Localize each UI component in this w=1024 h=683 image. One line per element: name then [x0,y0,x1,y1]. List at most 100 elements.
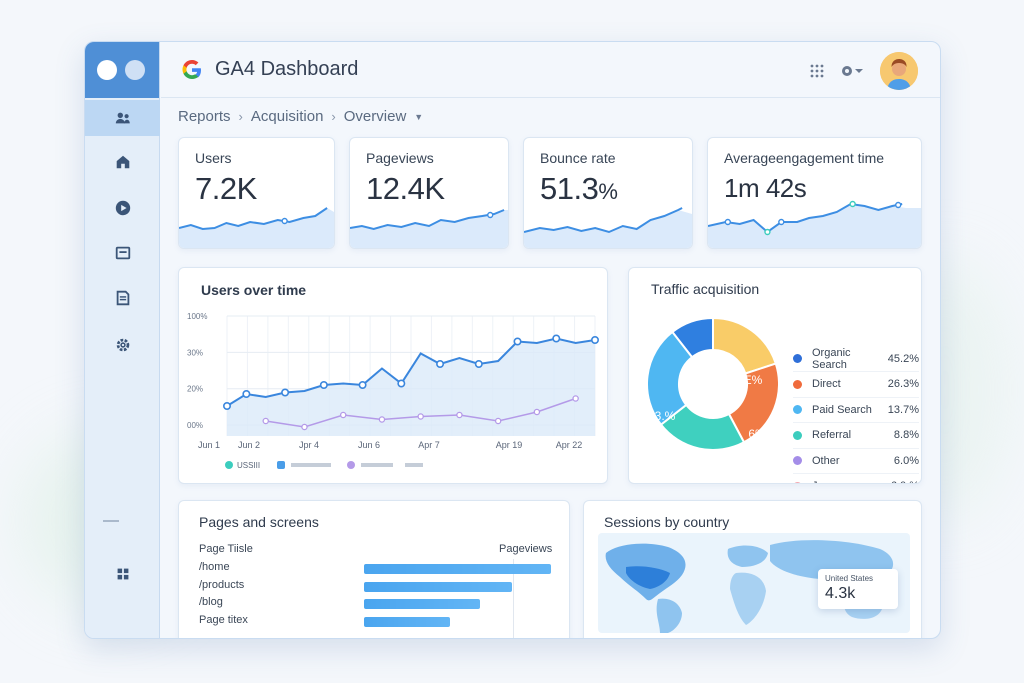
donut-label: 6% [748,427,766,441]
header: GA4 Dashboard [161,42,940,98]
data-point [417,413,424,420]
donut-label: 47% [703,455,727,469]
donut-label: E% [744,373,763,387]
grid-icon [117,568,128,580]
breadcrumb-acquisition[interactable]: Acquisition [250,108,324,125]
breadcrumb-overview[interactable]: Overview [343,108,407,125]
kpi-value: 7.2K [195,171,257,206]
pageviews-bar [364,564,551,574]
kpi-card-bounce-rate[interactable]: Bounce rate 51.3% [523,137,693,249]
sidebar-item-apps[interactable] [85,556,160,592]
pageviews-bar [364,599,480,609]
person-icon [880,52,918,90]
play-circle-icon [115,200,130,216]
x-tick-label: Jun 6 [358,440,380,450]
caret-down-icon[interactable]: ▼ [414,111,424,122]
tooltip-value: 4.3k [825,585,856,602]
y-tick-label: 100% [187,312,207,321]
table-row[interactable]: /products [199,577,554,595]
data-point [572,395,579,402]
column-header-page-title[interactable]: Page Tiisle [199,543,253,555]
page-path[interactable]: /products [199,578,245,591]
kpi-card-engagement-time[interactable]: Averageengagement time 1m 42s [707,137,922,249]
traffic-donut-chart[interactable]: E% 6% 47% 3.% [629,268,922,484]
sidebar [85,42,160,638]
legend-dot-icon [793,405,802,414]
legend-row[interactable]: Referral 8.8% [793,423,919,449]
window-dot-2[interactable] [125,60,145,80]
legend-name: Organic Search [812,346,851,371]
legend-dot-icon [793,379,802,389]
tooltip-country: United States [825,574,874,583]
users-over-time-card: Users over time 100% 30% 20% 00% Jun 1 Jun 2 J… [178,267,608,484]
sessions-by-country-card: Sessions by country United States 4.3k [583,500,922,638]
breadcrumb-reports[interactable]: Reports [178,108,231,125]
card-title: Traffic acquisition [651,281,760,297]
table-row[interactable]: Page titex [199,612,554,630]
data-point [358,381,367,390]
legend-value: 45.2% [887,352,919,365]
home-icon [116,155,129,169]
chevron-right-icon: › [331,109,336,124]
apps-grid-icon[interactable] [810,64,824,78]
legend-name: Paid Search [812,403,872,416]
data-point [474,360,483,369]
x-tick-label: Apr 22 [556,440,583,450]
user-avatar[interactable] [880,52,918,90]
data-point [262,417,269,425]
sidebar-item-home[interactable] [85,144,160,180]
kpi-label: Users [195,150,232,166]
data-point [397,379,406,388]
table-row[interactable]: /blog [199,594,554,612]
legend-dot-icon [793,430,802,440]
page-path[interactable]: /blog [199,596,223,608]
data-point [552,334,561,343]
map-south-america [656,598,682,633]
legend-row[interactable]: Other 6.0% [793,448,919,474]
country-tooltip: United States 4.3k [818,569,898,609]
kpi-card-users[interactable]: Users 7.2K [178,137,335,249]
legend-row[interactable]: Direct 26.3% [793,372,919,398]
notifications-dropdown-icon[interactable] [840,63,864,79]
sidebar-item-reports[interactable] [85,235,160,271]
data-point [378,416,386,423]
google-logo-icon [182,59,201,79]
data-point [590,336,599,345]
kpi-sparkline [708,200,921,248]
legend-row[interactable]: Jnerrer6.0 % [793,474,919,483]
users-over-time-chart[interactable]: 100% 30% 20% 00% Jun 1 Jun 2 Jpr 4 Jun 6 Apr 7 Ap… [179,268,608,484]
table-row[interactable]: /home [199,559,554,577]
sidebar-item-users[interactable] [85,100,160,136]
x-tick-label: Jun 1 [198,440,220,450]
legend-value: 6.0 % [881,480,919,483]
series-area [227,338,595,436]
pages-screens-card: Pages and screens Page Tiisle Pageviews … [178,500,570,638]
legend-row[interactable]: Paid Search 13.7% [793,397,919,423]
page-path[interactable]: /home [199,561,230,573]
window-dot-1[interactable] [97,60,117,80]
legend-name: Jnerrer [812,480,881,483]
gear-icon [116,338,129,352]
data-point [456,411,463,419]
x-tick-label: Jpr 4 [299,440,319,450]
sidebar-item-settings[interactable] [85,327,160,363]
sidebar-item-explore[interactable] [85,280,160,316]
kpi-sparkline [350,209,508,248]
legend-dot-icon [793,456,802,465]
window-controls [85,42,159,98]
card-title: Sessions by country [604,514,730,530]
page-path[interactable]: Page titex [199,613,248,626]
traffic-acquisition-card: Traffic acquisition E% 6% 47% 3.% Organic S… [628,267,922,484]
column-header-pageviews[interactable]: Pageviews [499,543,553,555]
legend-placeholder [361,463,393,467]
data-point [533,408,541,416]
card-title: Pages and screens [199,514,319,530]
legend-placeholder [291,463,331,467]
legend-placeholder [405,463,423,467]
data-point [222,402,231,411]
kpi-value: 12.4K [366,171,445,206]
sidebar-item-realtime[interactable] [85,190,160,226]
kpi-card-pageviews[interactable]: Pageviews 12.4K [349,137,509,249]
document-icon [116,290,129,306]
legend-row[interactable]: Organic Search 45.2% [793,346,919,372]
